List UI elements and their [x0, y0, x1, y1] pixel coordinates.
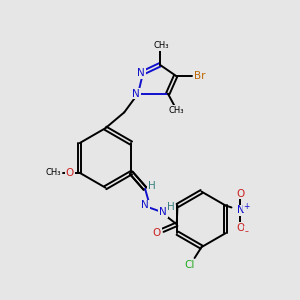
Text: N: N — [132, 88, 140, 98]
Text: CH₃: CH₃ — [169, 106, 184, 115]
Text: H: H — [167, 202, 175, 212]
Text: N: N — [137, 68, 145, 78]
Text: –: – — [244, 227, 248, 236]
Text: CH₃: CH₃ — [45, 168, 61, 177]
Text: N: N — [159, 207, 167, 218]
Text: N: N — [141, 200, 149, 211]
Text: Br: Br — [194, 71, 205, 81]
Text: +: + — [243, 202, 250, 211]
Text: Cl: Cl — [184, 260, 195, 270]
Text: H: H — [148, 181, 156, 191]
Text: O: O — [153, 228, 161, 238]
Text: N: N — [236, 206, 244, 215]
Text: O: O — [236, 223, 244, 233]
Text: O: O — [236, 189, 244, 199]
Text: O: O — [66, 168, 74, 178]
Text: CH₃: CH₃ — [153, 41, 169, 50]
